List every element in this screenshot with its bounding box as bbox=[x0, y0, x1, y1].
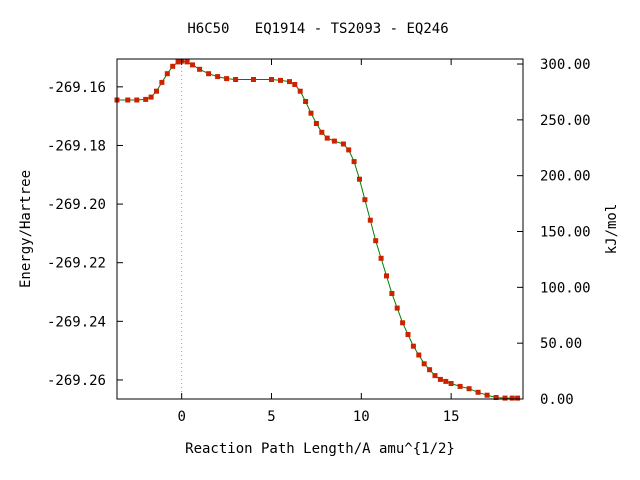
data-point bbox=[457, 383, 463, 389]
data-point bbox=[373, 238, 379, 244]
data-point bbox=[134, 97, 140, 103]
data-point bbox=[143, 96, 149, 102]
data-point bbox=[421, 361, 427, 367]
data-point bbox=[324, 135, 330, 141]
data-point bbox=[197, 66, 203, 72]
data-point bbox=[287, 79, 292, 85]
data-point bbox=[394, 305, 400, 311]
data-point bbox=[493, 395, 499, 400]
y2-tick-label: 150.00 bbox=[540, 225, 591, 241]
x-tick-label: 5 bbox=[267, 409, 275, 425]
data-point bbox=[148, 94, 154, 100]
data-point bbox=[405, 332, 411, 337]
data-point bbox=[251, 77, 256, 82]
data-point bbox=[224, 76, 230, 82]
data-point bbox=[400, 320, 406, 326]
data-point bbox=[389, 291, 395, 296]
y-tick-label: -269.20 bbox=[47, 197, 106, 213]
data-point bbox=[303, 99, 309, 104]
series-layer bbox=[114, 58, 521, 401]
data-point bbox=[357, 176, 362, 182]
data-point bbox=[362, 197, 368, 203]
y-tick-label: -269.24 bbox=[47, 314, 106, 330]
plot-frame bbox=[116, 58, 524, 400]
data-point bbox=[190, 62, 195, 68]
data-point bbox=[443, 378, 449, 384]
chart-title: H6C50 EQ1914 - TS2093 - EQ246 bbox=[187, 21, 448, 37]
y-tick-label: -269.16 bbox=[47, 80, 106, 96]
data-point bbox=[206, 71, 212, 77]
data-point bbox=[346, 147, 352, 153]
data-point bbox=[351, 159, 357, 165]
data-point bbox=[215, 74, 221, 80]
data-point bbox=[367, 217, 373, 223]
data-point bbox=[475, 389, 481, 395]
x-tick-label: 15 bbox=[443, 409, 460, 425]
y-tick-label: -269.26 bbox=[47, 373, 106, 389]
data-point bbox=[319, 129, 325, 135]
y2-tick-label: 250.00 bbox=[540, 113, 591, 129]
series-line bbox=[117, 60, 518, 399]
data-point bbox=[466, 386, 472, 392]
y-axis-label: Energy/Hartree bbox=[18, 170, 34, 288]
y2-tick-label: 200.00 bbox=[540, 169, 591, 185]
data-point bbox=[159, 79, 165, 85]
data-point bbox=[484, 392, 490, 398]
data-point bbox=[175, 59, 181, 65]
data-point bbox=[297, 88, 303, 94]
data-point bbox=[410, 343, 416, 349]
data-point bbox=[233, 77, 239, 82]
x-tick-label: 0 bbox=[177, 409, 185, 425]
data-point bbox=[378, 255, 384, 261]
data-point bbox=[416, 352, 422, 358]
data-point bbox=[154, 88, 159, 94]
y2-axis-label: kJ/mol bbox=[604, 204, 620, 255]
x-axis-label: Reaction Path Length/A amu^{1/2} bbox=[185, 441, 455, 457]
data-point bbox=[331, 138, 337, 144]
data-point bbox=[184, 59, 190, 65]
data-point bbox=[278, 77, 283, 83]
data-point bbox=[292, 82, 298, 87]
ticks-layer: 0 5 10 15 -269.16 -269.18 -269.20 -269.22 -269.2… bbox=[47, 57, 591, 425]
data-point bbox=[437, 376, 443, 382]
data-point bbox=[448, 381, 454, 386]
data-point bbox=[384, 273, 389, 279]
data-point bbox=[427, 367, 433, 373]
data-point bbox=[432, 373, 438, 379]
data-point bbox=[313, 121, 319, 126]
data-point bbox=[269, 77, 274, 82]
data-point bbox=[502, 395, 508, 401]
x-tick-label: 10 bbox=[353, 409, 370, 425]
data-point bbox=[164, 71, 170, 77]
y2-tick-label: 0.00 bbox=[540, 392, 574, 408]
data-point bbox=[515, 395, 521, 401]
data-point bbox=[509, 395, 515, 401]
data-point bbox=[340, 141, 346, 147]
y2-tick-label: 50.00 bbox=[540, 336, 582, 352]
y2-tick-label: 300.00 bbox=[540, 57, 591, 73]
y-tick-label: -269.18 bbox=[47, 138, 106, 154]
y2-tick-label: 100.00 bbox=[540, 280, 591, 296]
y-tick-label: -269.22 bbox=[47, 256, 106, 272]
data-point bbox=[125, 97, 131, 103]
data-point bbox=[308, 110, 314, 116]
data-point bbox=[170, 63, 176, 69]
